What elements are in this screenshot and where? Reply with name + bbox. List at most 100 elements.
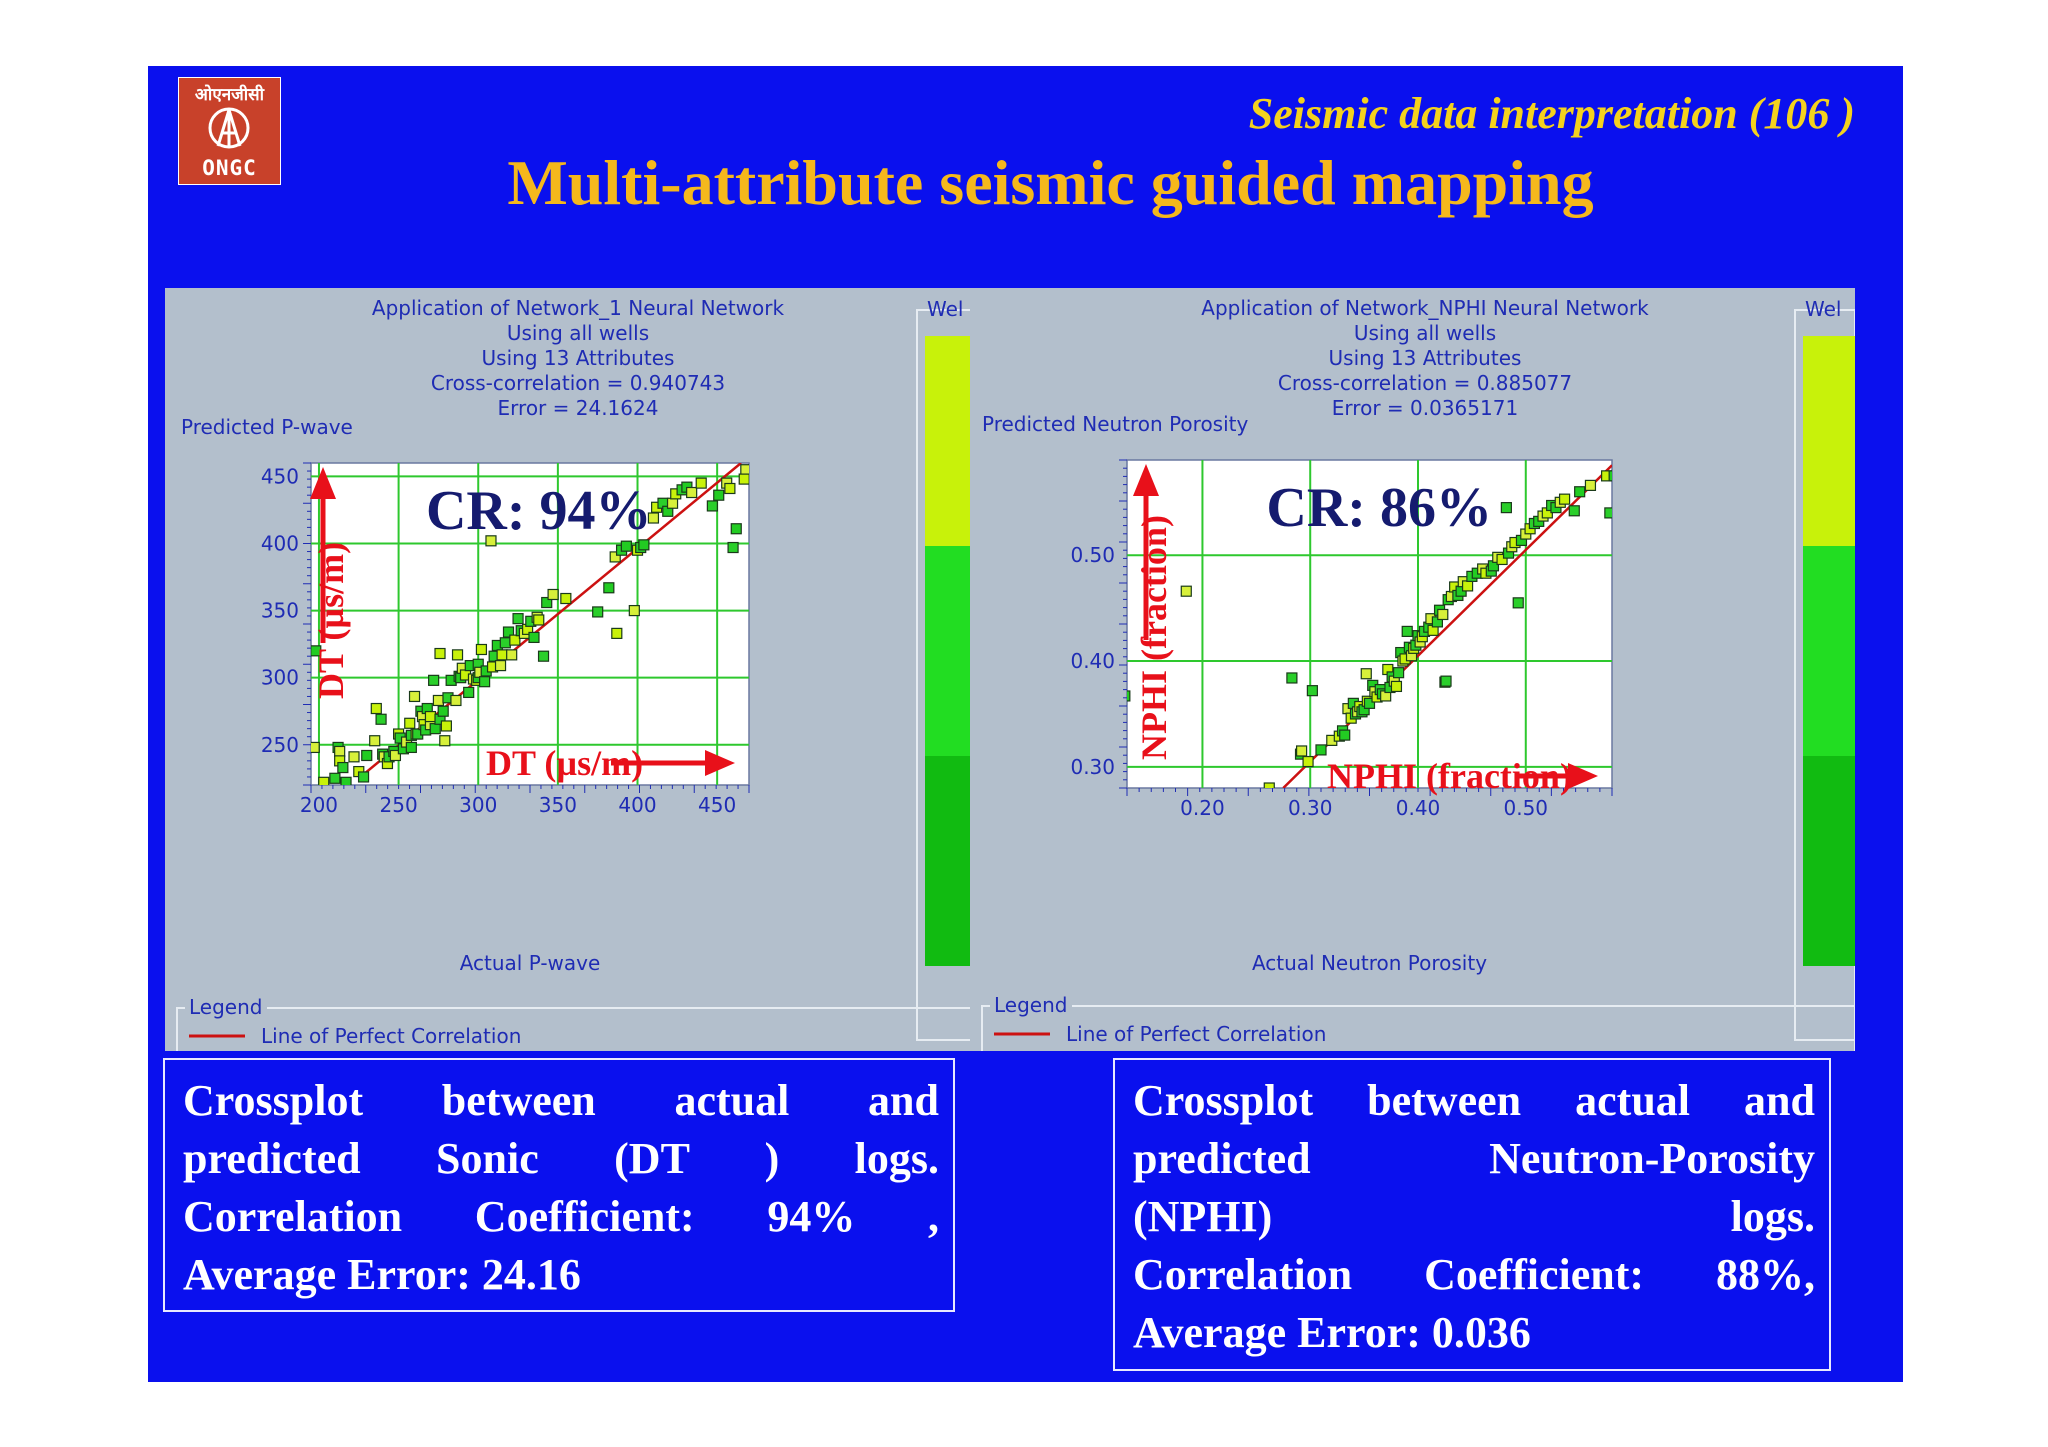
data-point xyxy=(369,735,381,747)
y-tick-label: 350 xyxy=(261,599,299,623)
arrow-right-icon xyxy=(705,750,735,776)
y-axis-label: Predicted P-wave xyxy=(181,415,353,439)
data-point xyxy=(1315,744,1327,756)
data-point xyxy=(337,761,349,774)
data-point xyxy=(1500,502,1512,514)
data-point xyxy=(375,713,387,725)
data-point xyxy=(405,741,417,754)
data-point xyxy=(318,776,330,785)
caption-line: Crossplot between actual and xyxy=(1133,1076,1815,1125)
data-point xyxy=(713,489,725,501)
x-axis-label: Actual P-wave xyxy=(460,951,601,975)
chart-header-line: Using 13 Attributes xyxy=(1329,346,1522,370)
color-scale-segment xyxy=(1803,546,1855,756)
axis-minor-ticks xyxy=(303,462,750,793)
data-point xyxy=(1339,729,1351,741)
data-point xyxy=(528,631,540,644)
y-tick-label: 400 xyxy=(261,532,299,556)
data-point xyxy=(560,592,572,605)
caption-line: Correlation Coefficient: 94% , xyxy=(183,1192,939,1241)
y-tick-label: 0.30 xyxy=(1070,755,1115,779)
y-axis-label: Predicted Neutron Porosity xyxy=(982,412,1249,436)
caption-line: Average Error: 0.036 xyxy=(1133,1308,1531,1357)
data-point xyxy=(404,717,416,729)
data-point xyxy=(434,647,446,660)
data-point xyxy=(628,604,640,617)
chart-header-line: Cross-correlation = 0.940743 xyxy=(431,371,725,395)
data-point xyxy=(450,694,462,707)
data-point xyxy=(1604,507,1612,519)
chart-header-line: Application of Network_1 Neural Network xyxy=(372,296,785,320)
data-point xyxy=(533,614,545,626)
data-point xyxy=(1608,470,1612,482)
well-legend-label: Wel xyxy=(1805,297,1841,321)
x-tick-label: 0.50 xyxy=(1504,796,1549,820)
data-point xyxy=(1180,585,1192,597)
data-point xyxy=(1440,675,1452,687)
legend-frame xyxy=(176,1007,977,1051)
data-point xyxy=(509,634,521,646)
data-point xyxy=(502,626,515,638)
slide-subtitle: Seismic data interpretation (106 ) xyxy=(1248,89,1855,138)
color-scale-segment xyxy=(925,336,977,546)
caption-line: predicted Sonic (DT ) logs. xyxy=(183,1134,939,1183)
data-point xyxy=(439,735,451,747)
data-point xyxy=(1363,697,1376,709)
legend-entry: Line of Perfect Correlation xyxy=(1066,1022,1326,1046)
crossplot-nphi-chart: Application of Network_NPHI Neural Netwo… xyxy=(981,296,1855,1051)
correlation-annotation: CR: 94% xyxy=(426,480,652,542)
crossplot-panel-nphi: Application of Network_NPHI Neural Netwo… xyxy=(970,288,1855,1051)
chart-header-line: Error = 24.1624 xyxy=(498,396,659,420)
color-scale-segment xyxy=(925,546,977,756)
data-point xyxy=(609,551,621,563)
data-point xyxy=(499,637,511,649)
data-point xyxy=(428,674,440,686)
data-point xyxy=(638,539,650,551)
ongc-logo: ओएनजीसी ONGC xyxy=(178,77,281,185)
data-point xyxy=(666,497,679,509)
chart-header-line: Application of Network_NPHI Neural Netwo… xyxy=(1201,296,1649,320)
caption-dt: Crossplot between actual and predicted So… xyxy=(163,1058,955,1312)
y-tick-label: 0.50 xyxy=(1070,543,1115,567)
data-point xyxy=(361,749,373,762)
legend-title: Legend xyxy=(994,993,1067,1017)
data-point xyxy=(311,741,320,754)
data-points xyxy=(1127,470,1612,788)
correlation-annotation: CR: 86% xyxy=(1266,477,1492,539)
data-point xyxy=(1512,597,1524,609)
x-tick-label: 0.20 xyxy=(1180,796,1225,820)
y-tick-label: 250 xyxy=(261,733,299,757)
data-point xyxy=(695,477,707,489)
color-scale-segment xyxy=(925,756,977,966)
chart-header-line: Error = 0.0365171 xyxy=(1332,396,1518,420)
data-point xyxy=(1574,486,1586,498)
x-tick-label: 300 xyxy=(459,793,497,817)
data-point xyxy=(1286,672,1298,684)
y-tick-label: 300 xyxy=(261,666,299,690)
data-point xyxy=(611,627,623,639)
data-point xyxy=(1568,505,1580,517)
data-point xyxy=(1558,493,1571,505)
arrow-right-icon xyxy=(1568,763,1598,789)
well-legend-frame xyxy=(1794,309,1855,1041)
data-point xyxy=(479,676,491,688)
flame-derrick-icon xyxy=(208,107,250,149)
data-point xyxy=(475,643,488,656)
data-point xyxy=(370,702,382,715)
crossplot-panel-dt: Application of Network_1 Neural Network U… xyxy=(165,288,977,1051)
caption-line: Average Error: 24.16 xyxy=(183,1250,581,1299)
data-point xyxy=(1127,690,1131,702)
data-point xyxy=(334,745,346,758)
well-legend-label: Wel xyxy=(927,297,963,321)
x-axis-label: Actual Neutron Porosity xyxy=(1252,951,1487,975)
data-point xyxy=(647,512,660,524)
x-tick-label: 350 xyxy=(539,793,577,817)
data-point xyxy=(1584,479,1597,491)
legend-frame xyxy=(981,1005,1855,1051)
data-point xyxy=(1263,782,1275,788)
data-point xyxy=(463,686,475,699)
data-point xyxy=(730,523,742,535)
caption-line: Correlation Coefficient: 88%, xyxy=(1133,1250,1815,1299)
data-point xyxy=(1302,755,1314,768)
slide: ओएनजीसी ONGC Seismic data interpretation… xyxy=(148,66,1903,1382)
